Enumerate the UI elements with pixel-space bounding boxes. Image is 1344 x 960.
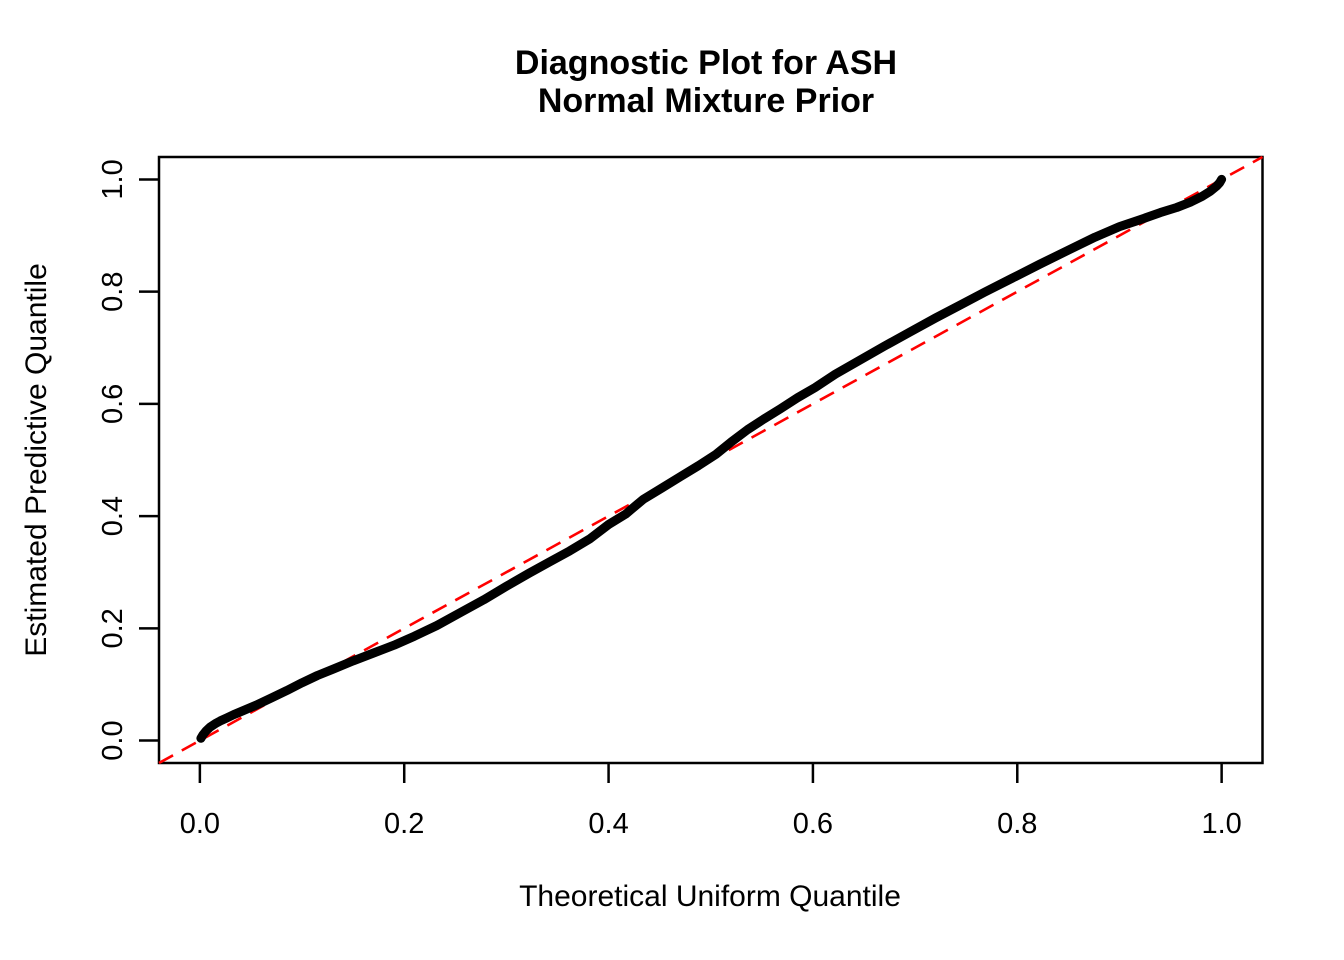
x-tick-label: 0.6 (793, 808, 833, 840)
plot-title-line-1: Diagnostic Plot for ASH (515, 44, 897, 82)
plot-frame (157, 155, 1264, 765)
y-tick-label: 0.0 (97, 720, 129, 760)
x-axis-tick-labels: 0.0 0.2 0.4 0.6 0.8 1.0 (180, 808, 1242, 840)
y-tick-label: 0.8 (97, 272, 129, 312)
x-tick-label: 0.2 (384, 808, 424, 840)
x-tick-label: 0.8 (997, 808, 1037, 840)
x-axis-ticks (198, 763, 1223, 783)
plot-title-line-2: Normal Mixture Prior (538, 82, 874, 120)
x-tick-label: 1.0 (1201, 808, 1241, 840)
y-tick-label: 0.2 (97, 608, 129, 648)
quantile-curve (196, 174, 1227, 743)
y-axis-tick-labels: 0.0 0.2 0.4 0.6 0.8 1.0 (97, 159, 129, 760)
y-axis-label: Estimated Predictive Quantile (20, 263, 53, 657)
x-tick-label: 0.4 (588, 808, 628, 840)
y-axis-ticks (139, 178, 159, 742)
y-tick-label: 0.6 (97, 384, 129, 424)
x-tick-label: 0.0 (180, 808, 220, 840)
y-tick-label: 1.0 (97, 159, 129, 199)
y-tick-label: 0.4 (97, 496, 129, 536)
x-axis-label: Theoretical Uniform Quantile (519, 880, 901, 913)
